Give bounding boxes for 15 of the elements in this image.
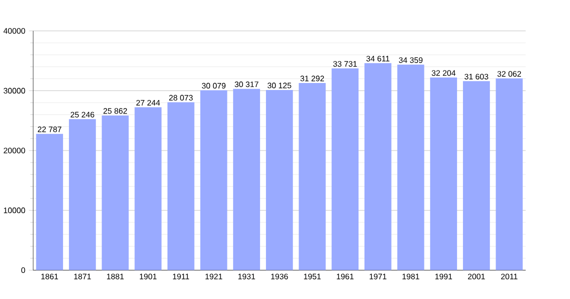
bar bbox=[68, 119, 96, 270]
bar bbox=[462, 81, 490, 270]
bar bbox=[36, 134, 64, 270]
bar bbox=[266, 90, 293, 270]
bar bbox=[233, 88, 260, 270]
bar bbox=[200, 90, 228, 270]
bar bbox=[430, 77, 458, 270]
bar bbox=[134, 107, 162, 270]
bar bbox=[298, 82, 326, 270]
bar bbox=[496, 78, 523, 270]
bar bbox=[332, 68, 359, 270]
bar bbox=[364, 63, 392, 270]
bar bbox=[167, 102, 194, 270]
bar bbox=[397, 64, 424, 270]
bar bbox=[102, 115, 129, 270]
